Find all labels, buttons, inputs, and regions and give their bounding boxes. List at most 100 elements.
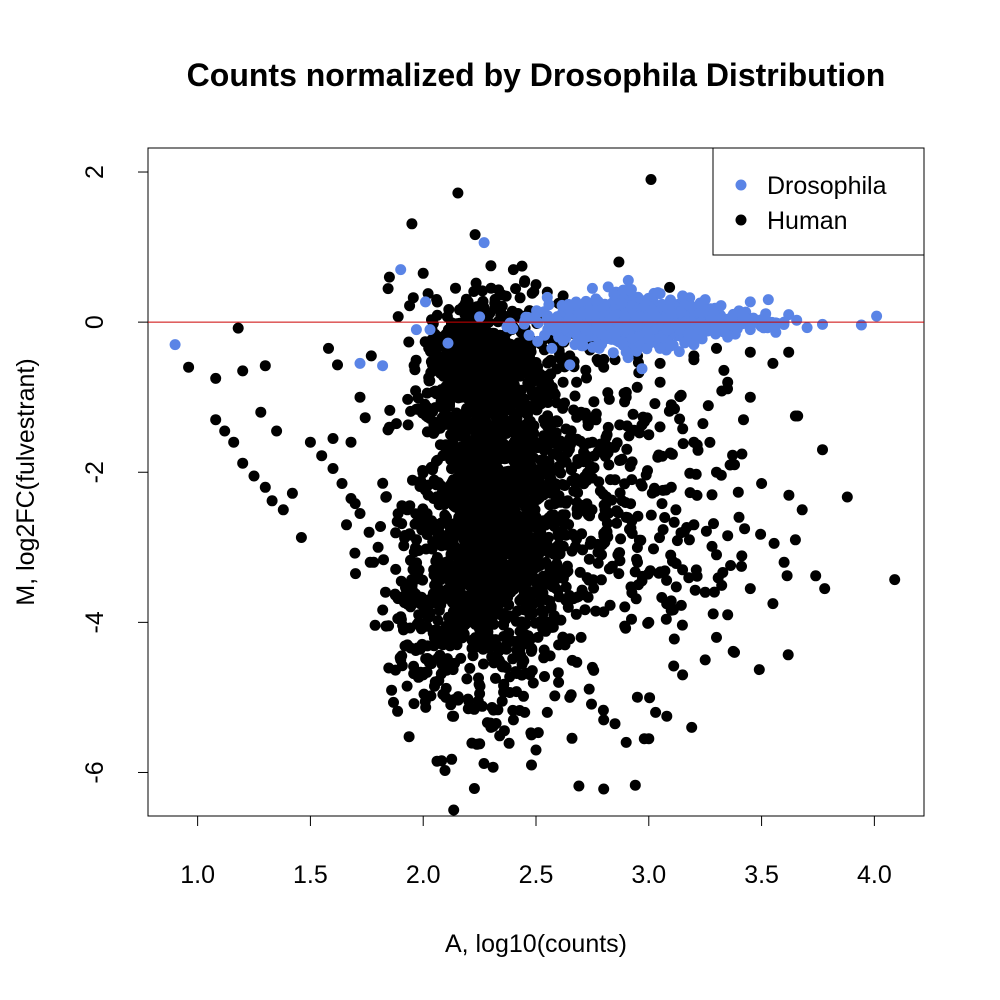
human-point (259, 481, 271, 493)
human-point (711, 549, 722, 561)
human-point (538, 388, 550, 400)
human-point (629, 566, 641, 578)
human-point (323, 342, 334, 354)
human-point (566, 732, 578, 744)
human-point (327, 463, 339, 474)
human-point (564, 350, 576, 362)
human-point (507, 496, 519, 508)
human-point (778, 556, 790, 568)
human-point (789, 534, 801, 546)
human-point (625, 498, 637, 510)
human-point (436, 480, 448, 492)
human-point (407, 292, 419, 304)
human-point (411, 618, 423, 630)
human-point (582, 413, 594, 425)
drosophila-point (791, 314, 803, 326)
drosophila-point (619, 310, 631, 322)
human-point (727, 449, 739, 461)
human-point (717, 567, 729, 578)
human-point (377, 604, 389, 616)
human-point (490, 672, 501, 684)
human-point (645, 509, 657, 521)
human-point (674, 391, 686, 403)
human-point (496, 695, 508, 707)
human-point (530, 395, 542, 406)
human-point (660, 613, 672, 625)
human-point (433, 340, 445, 352)
human-point (461, 569, 473, 581)
human-point (421, 387, 433, 399)
drosophila-point (596, 328, 608, 340)
human-point (522, 630, 534, 642)
human-point (380, 620, 392, 632)
drosophila-point (593, 342, 605, 354)
human-point (513, 356, 525, 368)
human-point (597, 704, 609, 716)
human-point (369, 619, 381, 631)
human-point (526, 643, 538, 654)
human-point (577, 500, 589, 511)
human-point (500, 290, 512, 302)
human-point (654, 376, 666, 388)
human-point (524, 669, 536, 681)
human-point (336, 478, 348, 489)
human-point (378, 554, 389, 566)
human-point (549, 516, 561, 528)
drosophila-point (607, 347, 619, 359)
human-point (783, 346, 795, 358)
human-point (440, 439, 452, 451)
human-point (557, 540, 569, 552)
human-point (485, 502, 497, 514)
drosophila-point (557, 335, 569, 347)
human-point (400, 582, 411, 594)
human-point (444, 398, 455, 410)
human-point (744, 583, 756, 595)
human-point (422, 288, 434, 300)
human-point (447, 596, 459, 607)
drosophila-point (677, 290, 689, 302)
human-point (470, 277, 482, 289)
human-point (452, 691, 464, 703)
human-point (406, 218, 418, 230)
human-point (781, 570, 793, 582)
human-point (563, 519, 575, 530)
human-point (668, 633, 680, 645)
legend-label-drosophila: Drosophila (767, 172, 887, 200)
human-point (433, 604, 445, 616)
human-point (552, 667, 564, 679)
human-point (645, 174, 657, 185)
drosophila-point (569, 339, 581, 351)
y-tick-label: -4 (81, 611, 109, 633)
human-point (304, 436, 316, 448)
human-point (699, 654, 711, 666)
human-point (551, 415, 563, 427)
drosophila-point (377, 360, 389, 372)
human-point (782, 649, 794, 661)
drosophila-point (582, 308, 594, 319)
human-point (613, 256, 625, 268)
human-point (448, 573, 460, 585)
human-point (624, 461, 636, 472)
drosophila-point (722, 331, 734, 343)
human-point (613, 568, 625, 580)
drosophila-point (420, 296, 431, 308)
human-point (498, 617, 510, 629)
drosophila-point (541, 291, 553, 303)
human-point (504, 418, 516, 430)
human-point (228, 436, 240, 448)
human-point (541, 435, 553, 447)
human-point (572, 487, 584, 499)
human-point (641, 412, 653, 424)
x-axis: 1.0 1.5 2.0 2.5 3.0 3.5 4.0 (180, 816, 892, 889)
human-point (530, 279, 542, 291)
drosophila-point (602, 281, 614, 293)
human-point (467, 396, 479, 408)
human-point (706, 540, 718, 552)
human-point (509, 385, 521, 396)
human-point (219, 425, 231, 437)
human-point (674, 413, 686, 425)
human-point (600, 432, 612, 443)
drosophila-point (696, 333, 708, 345)
human-point (520, 538, 532, 550)
human-point (383, 271, 395, 283)
